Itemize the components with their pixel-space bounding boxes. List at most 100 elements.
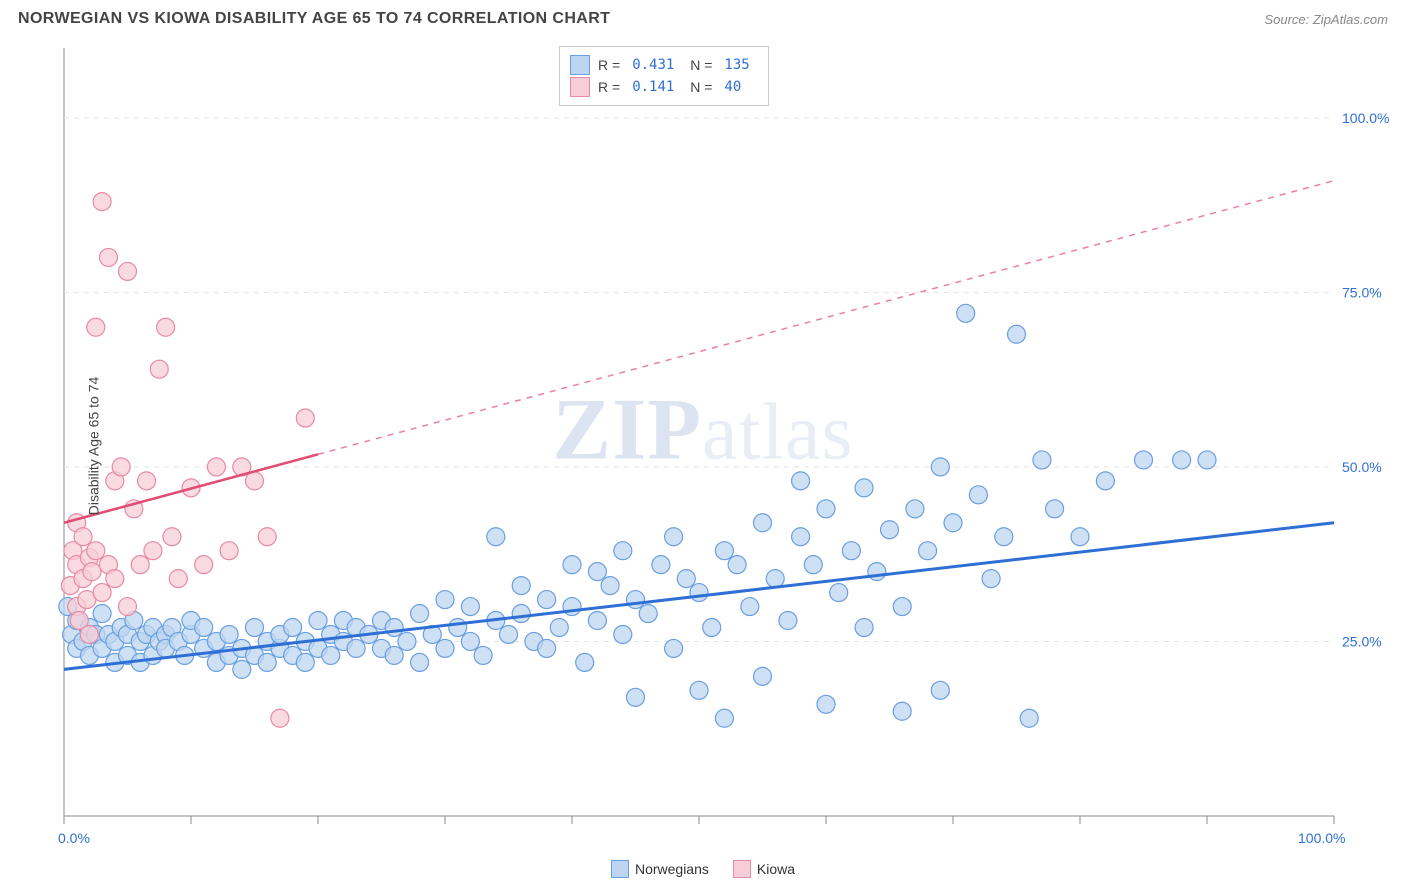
- n-label: N =: [686, 79, 712, 95]
- data-point: [665, 639, 683, 657]
- y-tick-label: 25.0%: [1342, 633, 1382, 649]
- data-point: [665, 528, 683, 546]
- chart-area: Disability Age 65 to 74 25.0%50.0%75.0%1…: [14, 36, 1392, 856]
- data-point: [500, 625, 518, 643]
- data-point: [322, 646, 340, 664]
- data-point: [944, 514, 962, 532]
- data-point: [627, 688, 645, 706]
- data-point: [195, 556, 213, 574]
- data-point: [119, 598, 137, 616]
- data-point: [385, 618, 403, 636]
- data-point: [982, 570, 1000, 588]
- data-point: [766, 570, 784, 588]
- stats-legend-row: R = 0.141 N = 40: [570, 77, 754, 97]
- data-point: [639, 605, 657, 623]
- data-point: [296, 409, 314, 427]
- data-point: [296, 653, 314, 671]
- legend-swatch: [733, 860, 751, 878]
- legend-swatch: [570, 77, 590, 97]
- data-point: [957, 304, 975, 322]
- data-point: [817, 695, 835, 713]
- trend-line: [64, 523, 1334, 670]
- source-name: ZipAtlas.com: [1313, 12, 1388, 27]
- legend-item: Norwegians: [611, 860, 709, 878]
- data-point: [931, 458, 949, 476]
- legend-item: Kiowa: [733, 860, 795, 878]
- data-point: [868, 563, 886, 581]
- data-point: [881, 521, 899, 539]
- data-point: [258, 528, 276, 546]
- legend-swatch: [611, 860, 629, 878]
- data-point: [817, 500, 835, 518]
- legend-label: Norwegians: [635, 861, 709, 877]
- data-point: [106, 570, 124, 588]
- data-point: [411, 653, 429, 671]
- data-point: [220, 542, 238, 560]
- data-point: [93, 605, 111, 623]
- data-point: [576, 653, 594, 671]
- source-prefix: Source:: [1264, 12, 1312, 27]
- data-point: [512, 605, 530, 623]
- data-point: [1198, 451, 1216, 469]
- stats-legend: R =0.431 N =135R =0.141 N =40: [559, 46, 769, 106]
- data-point: [284, 618, 302, 636]
- data-point: [754, 514, 772, 532]
- data-point: [385, 646, 403, 664]
- data-point: [169, 570, 187, 588]
- data-point: [969, 486, 987, 504]
- data-point: [855, 479, 873, 497]
- data-point: [652, 556, 670, 574]
- y-tick-label: 75.0%: [1342, 284, 1382, 300]
- data-point: [207, 458, 225, 476]
- y-tick-label: 50.0%: [1342, 459, 1382, 475]
- data-point: [87, 318, 105, 336]
- chart-header: NORWEGIAN VS KIOWA DISABILITY AGE 65 TO …: [0, 0, 1406, 36]
- data-point: [271, 709, 289, 727]
- data-point: [690, 681, 708, 699]
- data-point: [83, 563, 101, 581]
- data-point: [461, 632, 479, 650]
- r-label: R =: [598, 79, 620, 95]
- data-point: [804, 556, 822, 574]
- data-point: [588, 563, 606, 581]
- data-point: [1046, 500, 1064, 518]
- data-point: [309, 612, 327, 630]
- data-point: [220, 625, 238, 643]
- series-legend: Norwegians Kiowa: [0, 860, 1406, 878]
- x-axis-max-label: 100.0%: [1298, 830, 1345, 846]
- y-tick-label: 100.0%: [1342, 110, 1389, 126]
- data-point: [741, 598, 759, 616]
- data-point: [703, 618, 721, 636]
- data-point: [144, 542, 162, 560]
- data-point: [1033, 451, 1051, 469]
- data-point: [893, 598, 911, 616]
- data-point: [550, 618, 568, 636]
- data-point: [258, 653, 276, 671]
- data-point: [1096, 472, 1114, 490]
- data-point: [728, 556, 746, 574]
- data-point: [614, 625, 632, 643]
- data-point: [995, 528, 1013, 546]
- n-label: N =: [686, 57, 712, 73]
- trend-line: [64, 454, 318, 522]
- data-point: [487, 528, 505, 546]
- data-point: [1071, 528, 1089, 546]
- data-point: [163, 528, 181, 546]
- data-point: [131, 556, 149, 574]
- data-point: [233, 660, 251, 678]
- data-point: [99, 248, 117, 266]
- data-point: [74, 528, 92, 546]
- data-point: [112, 458, 130, 476]
- data-point: [715, 709, 733, 727]
- data-point: [842, 542, 860, 560]
- r-value: 0.141: [628, 79, 678, 95]
- data-point: [792, 528, 810, 546]
- data-point: [588, 612, 606, 630]
- data-point: [411, 605, 429, 623]
- data-point: [1020, 709, 1038, 727]
- data-point: [449, 618, 467, 636]
- data-point: [1008, 325, 1026, 343]
- data-point: [150, 360, 168, 378]
- data-point: [614, 542, 632, 560]
- n-value: 40: [720, 79, 745, 95]
